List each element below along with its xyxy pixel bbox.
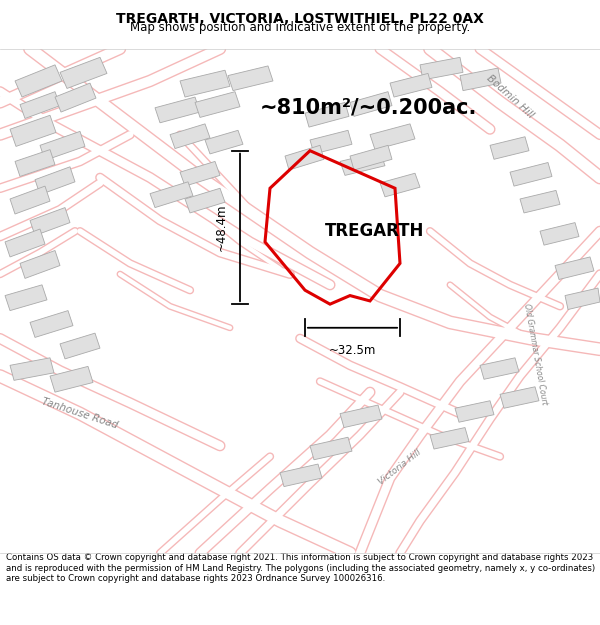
Polygon shape bbox=[540, 222, 579, 245]
Polygon shape bbox=[305, 102, 349, 127]
Polygon shape bbox=[155, 97, 200, 122]
Polygon shape bbox=[310, 130, 352, 154]
Polygon shape bbox=[60, 333, 100, 359]
Text: Victoria Hill: Victoria Hill bbox=[377, 448, 423, 487]
Text: Old Grammar School Court: Old Grammar School Court bbox=[521, 303, 548, 406]
Polygon shape bbox=[490, 137, 529, 159]
Polygon shape bbox=[30, 311, 73, 338]
Polygon shape bbox=[350, 92, 392, 116]
Polygon shape bbox=[20, 92, 60, 119]
Text: TREGARTH: TREGARTH bbox=[325, 222, 425, 240]
Polygon shape bbox=[15, 65, 62, 97]
Polygon shape bbox=[180, 70, 230, 97]
Polygon shape bbox=[280, 464, 322, 487]
Polygon shape bbox=[310, 438, 352, 460]
Polygon shape bbox=[185, 188, 225, 213]
Text: Tanhouse Road: Tanhouse Road bbox=[41, 397, 119, 431]
Polygon shape bbox=[5, 229, 45, 257]
Polygon shape bbox=[565, 288, 600, 309]
Polygon shape bbox=[40, 131, 85, 161]
Polygon shape bbox=[430, 428, 469, 449]
Polygon shape bbox=[20, 251, 60, 278]
Polygon shape bbox=[170, 124, 210, 149]
Text: ~32.5m: ~32.5m bbox=[329, 344, 376, 357]
Polygon shape bbox=[205, 130, 243, 154]
Polygon shape bbox=[195, 92, 240, 118]
Polygon shape bbox=[150, 182, 193, 208]
Polygon shape bbox=[10, 115, 56, 146]
Polygon shape bbox=[15, 149, 55, 176]
Polygon shape bbox=[5, 285, 47, 311]
Polygon shape bbox=[390, 73, 432, 97]
Polygon shape bbox=[35, 167, 75, 195]
Polygon shape bbox=[350, 146, 392, 170]
Polygon shape bbox=[285, 146, 324, 170]
Text: TREGARTH, VICTORIA, LOSTWITHIEL, PL22 0AX: TREGARTH, VICTORIA, LOSTWITHIEL, PL22 0A… bbox=[116, 12, 484, 26]
Polygon shape bbox=[60, 58, 107, 89]
Polygon shape bbox=[500, 387, 539, 408]
Polygon shape bbox=[10, 186, 50, 214]
Text: ~48.4m: ~48.4m bbox=[215, 204, 228, 251]
Polygon shape bbox=[480, 358, 519, 379]
Text: ~810m²/~0.200ac.: ~810m²/~0.200ac. bbox=[260, 98, 478, 118]
Polygon shape bbox=[55, 83, 96, 112]
Polygon shape bbox=[510, 162, 552, 186]
Polygon shape bbox=[180, 161, 220, 186]
Polygon shape bbox=[228, 66, 273, 91]
Polygon shape bbox=[520, 191, 560, 213]
Polygon shape bbox=[460, 68, 501, 91]
Polygon shape bbox=[30, 208, 70, 236]
Polygon shape bbox=[555, 257, 594, 279]
Text: Contains OS data © Crown copyright and database right 2021. This information is : Contains OS data © Crown copyright and d… bbox=[6, 553, 595, 583]
Polygon shape bbox=[370, 124, 415, 149]
Polygon shape bbox=[50, 366, 93, 392]
Polygon shape bbox=[340, 152, 385, 176]
Text: Map shows position and indicative extent of the property.: Map shows position and indicative extent… bbox=[130, 21, 470, 34]
Polygon shape bbox=[10, 358, 54, 381]
Polygon shape bbox=[455, 401, 494, 422]
Polygon shape bbox=[340, 405, 382, 428]
Text: Bodmin Hill: Bodmin Hill bbox=[485, 74, 535, 121]
Polygon shape bbox=[380, 173, 420, 197]
Polygon shape bbox=[420, 58, 463, 80]
